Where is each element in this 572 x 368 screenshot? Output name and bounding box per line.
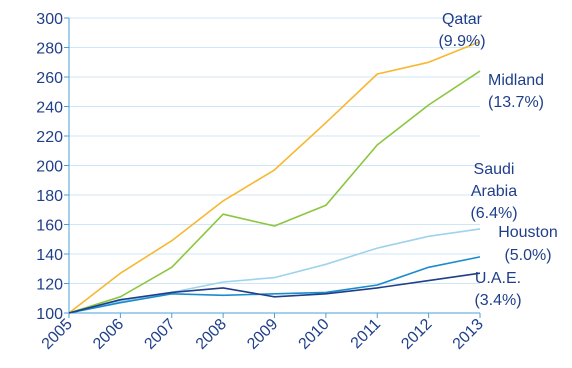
series-label-midland-rate: (13.7%) (488, 94, 544, 111)
series-label-uae-rate: (3.4%) (474, 292, 521, 309)
y-tick-label: 220 (36, 129, 63, 146)
y-tick-label: 300 (36, 11, 63, 28)
series-label-qatar-name: Qatar (442, 11, 483, 28)
series-labels: Qatar (9.9%) Midland (13.7%) Saudi Arabi… (438, 11, 557, 309)
x-tick-label: 2010 (296, 316, 333, 353)
series-label-houston-name: Houston (498, 224, 558, 241)
y-tick-label: 260 (36, 70, 63, 87)
y-tick-labels: 100 120 140 160 180 200 220 240 260 280 300 (36, 11, 63, 323)
series-line-qatar (68, 40, 481, 314)
x-tick-label: 2007 (141, 316, 178, 353)
series-line-midland (68, 70, 481, 314)
x-tick-label: 2012 (398, 316, 435, 353)
x-tick-labels: 2005 2006 2007 2008 2009 2010 2011 2012 2013 (39, 316, 487, 353)
series-label-saudi-rate: (6.4%) (470, 205, 517, 222)
x-tick-label: 2008 (193, 316, 230, 353)
series-line-saudi-arabia (68, 228, 481, 314)
series-label-qatar-rate: (9.9%) (438, 33, 485, 50)
series-line-u-a-e (68, 272, 481, 314)
axes (68, 18, 480, 314)
series-lines (68, 40, 481, 314)
y-tick-label: 240 (36, 100, 63, 117)
series-label-uae-name: U.A.E. (475, 270, 521, 287)
x-tick-label: 2011 (348, 316, 384, 352)
y-tick-label: 200 (36, 159, 63, 176)
gridlines (64, 17, 481, 318)
series-label-saudi-line2: Arabia (471, 183, 517, 200)
y-tick-label: 120 (36, 277, 63, 294)
y-tick-label: 160 (36, 218, 63, 235)
y-tick-label: 180 (36, 188, 63, 205)
y-tick-label: 280 (36, 41, 63, 58)
series-label-midland-name: Midland (488, 72, 544, 89)
series-label-houston-rate: (5.0%) (504, 247, 551, 264)
series-line-houston (68, 256, 481, 314)
y-tick-label: 100 (36, 306, 63, 323)
x-tick-label: 2013 (450, 316, 487, 353)
y-tick-label: 140 (36, 247, 63, 264)
series-label-saudi-line1: Saudi (474, 161, 515, 178)
x-tick-label: 2009 (244, 316, 281, 353)
x-tick-label: 2006 (90, 316, 127, 353)
